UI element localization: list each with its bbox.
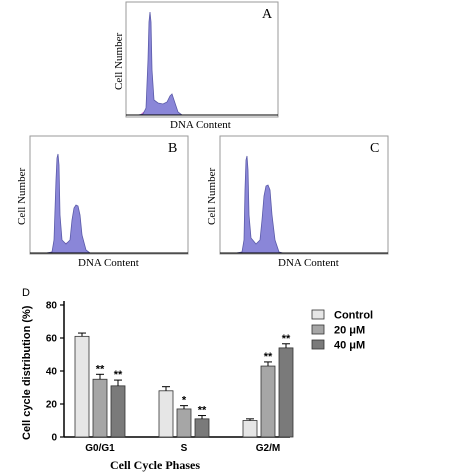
significance-S-1: * bbox=[182, 395, 187, 407]
bar-G0/G1-1 bbox=[92, 378, 108, 438]
legend-label-2: 40 μM bbox=[334, 340, 365, 352]
x-tick-label-0: G0/G1 bbox=[85, 443, 115, 454]
histogram-panel-b: B Cell Number DNA Content bbox=[16, 135, 189, 269]
panel-d-letter: D bbox=[22, 287, 30, 299]
bar-G2/M-0 bbox=[242, 420, 258, 438]
panel-b-peak-fill bbox=[45, 153, 92, 254]
x-tick-label-1: S bbox=[181, 443, 188, 454]
x-tick-label-2: G2/M bbox=[256, 443, 280, 454]
significance-G2/M-2: ** bbox=[282, 333, 291, 345]
bar-S-1 bbox=[176, 408, 192, 438]
histogram-panel-c: C Cell Number DNA Content bbox=[206, 135, 389, 269]
legend-swatch-2 bbox=[311, 339, 325, 350]
y-tick-label-1: 20 bbox=[46, 400, 58, 411]
y-tick-label-3: 60 bbox=[46, 334, 58, 345]
legend-swatch-1 bbox=[311, 324, 325, 335]
panel-b-frame bbox=[29, 135, 189, 255]
panel-a-letter: A bbox=[262, 7, 273, 22]
bar-G2/M-2 bbox=[278, 347, 294, 438]
y-tick-label-0: 0 bbox=[51, 433, 57, 444]
y-tick-label-2: 40 bbox=[46, 367, 58, 378]
legend-label-1: 20 μM bbox=[334, 325, 365, 337]
panel-b-letter: B bbox=[168, 141, 177, 156]
bar-G2/M-1 bbox=[260, 365, 276, 438]
significance-G2/M-1: ** bbox=[264, 351, 273, 363]
bar-S-2 bbox=[194, 418, 210, 438]
panel-c-letter: C bbox=[370, 141, 379, 156]
panel-a-ylabel: Cell Number bbox=[113, 33, 125, 90]
panel-a-frame bbox=[125, 1, 279, 118]
significance-G0/G1-1: ** bbox=[96, 363, 105, 375]
panel-b-ylabel: Cell Number bbox=[16, 168, 28, 225]
bar-chart-panel-d: D Cell cycle distribution (%) Cell Cycle… bbox=[21, 287, 373, 472]
panel-c-xlabel: DNA Content bbox=[278, 257, 339, 269]
panel-c-ylabel: Cell Number bbox=[206, 168, 218, 225]
x-axis-title: Cell Cycle Phases bbox=[110, 458, 200, 472]
panel-a-xlabel: DNA Content bbox=[170, 119, 231, 131]
bar-G0/G1-2 bbox=[110, 385, 126, 438]
histogram-panel-a: A Cell Number DNA Content bbox=[113, 1, 279, 131]
y-tick-label-4: 80 bbox=[46, 301, 58, 312]
legend-swatch-0 bbox=[311, 309, 325, 320]
panel-c-peak-fill bbox=[235, 155, 284, 254]
significance-G0/G1-2: ** bbox=[114, 369, 123, 381]
y-axis-title: Cell cycle distribution (%) bbox=[21, 305, 33, 440]
legend: Control 20 μM 40 μM bbox=[311, 309, 373, 352]
legend-label-0: Control bbox=[334, 310, 373, 322]
significance-S-2: ** bbox=[198, 405, 207, 417]
bar-G0/G1-0 bbox=[74, 335, 90, 438]
panel-c-frame bbox=[219, 135, 389, 255]
bar-S-0 bbox=[158, 390, 174, 438]
panel-b-xlabel: DNA Content bbox=[78, 257, 139, 269]
panel-a-peak-fill bbox=[137, 11, 184, 116]
